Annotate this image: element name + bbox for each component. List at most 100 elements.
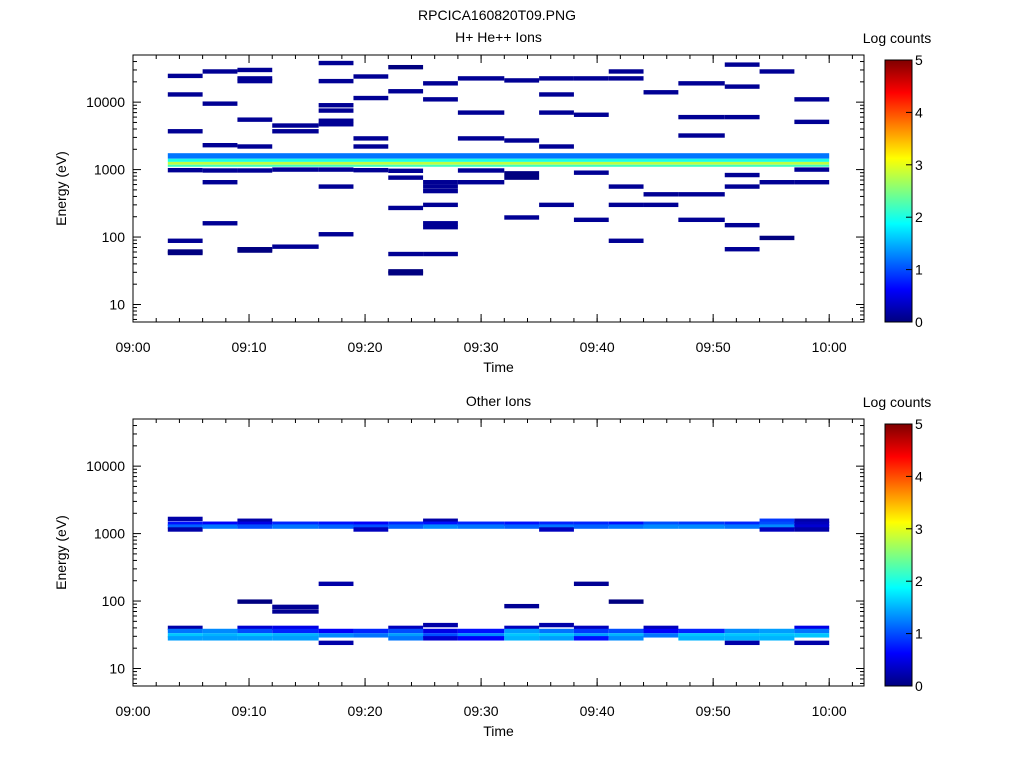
spectrogram-cell bbox=[724, 184, 760, 189]
spectrogram-cell bbox=[794, 633, 830, 638]
spectrogram-cell bbox=[643, 202, 679, 208]
spectrogram-cell bbox=[202, 221, 238, 226]
spectrogram-cell bbox=[423, 622, 458, 628]
spectrogram-cell bbox=[504, 175, 540, 180]
spectrogram-cell bbox=[353, 95, 389, 101]
colorbar-tick-label: 0 bbox=[915, 678, 923, 694]
spectrogram-cell bbox=[539, 527, 574, 532]
spectrogram-cell bbox=[237, 599, 273, 604]
spectrogram-cell bbox=[794, 524, 830, 529]
spectrogram-cell bbox=[539, 636, 574, 641]
spectrogram-cell bbox=[678, 133, 725, 138]
spectrogram-cell bbox=[539, 521, 574, 526]
spectrogram-cell bbox=[504, 636, 540, 641]
spectrogram-cell bbox=[388, 633, 424, 638]
spectrogram-cell bbox=[539, 628, 574, 634]
spectrogram-cell bbox=[539, 144, 574, 149]
spectrogram-cell bbox=[318, 232, 354, 237]
spectrogram-cell bbox=[423, 97, 458, 102]
spectrogram-cell bbox=[272, 636, 319, 641]
x-tick-label: 10:00 bbox=[812, 703, 847, 719]
spectrogram-cell bbox=[423, 518, 458, 523]
spectrogram-cell bbox=[318, 633, 354, 638]
spectrogram-cell bbox=[388, 205, 424, 211]
x-axis-label: Time bbox=[483, 359, 514, 375]
spectrogram-cell bbox=[353, 74, 389, 79]
spectrogram-cell bbox=[794, 119, 830, 125]
spectrogram-cell bbox=[388, 251, 424, 257]
spectrogram-cell bbox=[388, 625, 424, 631]
spectrogram-cell bbox=[167, 167, 203, 173]
spectrogram-cell bbox=[388, 168, 424, 173]
spectrogram-cell bbox=[504, 625, 540, 631]
spectrogram-cell bbox=[237, 168, 273, 173]
spectrogram-cell bbox=[504, 524, 540, 529]
spectrogram-cell bbox=[608, 202, 644, 208]
spectrogram-cell bbox=[353, 167, 389, 173]
spectrogram-cell bbox=[237, 144, 273, 149]
spectrogram-cell bbox=[353, 633, 389, 638]
spectrogram-cell bbox=[539, 622, 574, 628]
x-tick-label: 09:20 bbox=[348, 703, 383, 719]
x-tick-label: 09:10 bbox=[232, 339, 267, 355]
y-tick-label: 10000 bbox=[86, 94, 125, 110]
spectrogram-cell bbox=[724, 62, 760, 67]
spectrogram-cell bbox=[504, 138, 540, 143]
spectrogram-cell bbox=[423, 184, 458, 189]
spectrogram-cell bbox=[272, 524, 319, 529]
spectrogram-cell bbox=[724, 84, 760, 89]
spectrogram-cell bbox=[167, 129, 203, 134]
colorbar-tick-label: 1 bbox=[915, 262, 923, 278]
colorbar-tick-label: 3 bbox=[915, 521, 923, 537]
spectrogram-cell bbox=[272, 625, 319, 631]
spectrogram-cell bbox=[724, 640, 760, 646]
x-tick-label: 09:00 bbox=[115, 703, 150, 719]
spectrogram-cell bbox=[272, 167, 319, 172]
spectrogram-cell bbox=[794, 625, 830, 631]
spectrogram-cell bbox=[202, 521, 238, 526]
spectrogram-cell bbox=[643, 521, 679, 526]
x-tick-label: 09:10 bbox=[232, 703, 267, 719]
spectrogram-band bbox=[167, 161, 830, 165]
colorbar-tick-label: 1 bbox=[915, 626, 923, 642]
spectrogram-cell bbox=[608, 76, 644, 81]
spectrogram-cell bbox=[759, 633, 795, 638]
spectrogram-cell bbox=[167, 249, 203, 254]
spectrogram-cell bbox=[794, 628, 830, 634]
spectrogram-cell bbox=[759, 527, 795, 532]
panel-title: Other Ions bbox=[466, 393, 531, 409]
y-tick-label: 10 bbox=[109, 296, 125, 312]
spectrogram-cell bbox=[167, 625, 203, 631]
spectrogram-cell bbox=[388, 269, 424, 274]
x-tick-label: 09:30 bbox=[464, 339, 499, 355]
spectrogram-cell bbox=[643, 524, 679, 529]
spectrogram-cell bbox=[423, 221, 458, 226]
spectrogram-cell bbox=[759, 636, 795, 641]
colorbar-tick-label: 3 bbox=[915, 157, 923, 173]
y-axis-label: Energy (eV) bbox=[53, 515, 69, 590]
spectrogram-cell bbox=[318, 118, 354, 123]
spectrogram-cell bbox=[202, 628, 238, 634]
spectrogram-cell bbox=[643, 628, 679, 634]
spectrogram-cell bbox=[237, 521, 273, 526]
spectrogram-cell bbox=[167, 628, 203, 634]
y-tick-label: 100 bbox=[102, 229, 126, 245]
spectrogram-cell bbox=[318, 60, 354, 66]
spectrogram-cell bbox=[678, 628, 725, 634]
spectrogram-cell bbox=[678, 217, 725, 223]
spectrogram-cell bbox=[272, 604, 319, 610]
spectrogram-cell bbox=[457, 110, 505, 115]
colorbar bbox=[884, 423, 913, 687]
spectrogram-cell bbox=[573, 633, 609, 638]
spectrogram-cell bbox=[353, 524, 389, 529]
spectrogram-cell bbox=[167, 92, 203, 97]
spectrogram-cell bbox=[457, 524, 505, 529]
colorbar-tick-label: 2 bbox=[915, 573, 923, 589]
spectrogram-cell bbox=[272, 123, 319, 128]
spectrogram-cell bbox=[608, 184, 644, 189]
spectrogram-cell bbox=[318, 628, 354, 634]
spectrogram-cell bbox=[423, 251, 458, 257]
spectrogram-cell bbox=[457, 168, 505, 173]
spectrogram-cell bbox=[573, 217, 609, 223]
spectrogram-cell bbox=[759, 628, 795, 634]
